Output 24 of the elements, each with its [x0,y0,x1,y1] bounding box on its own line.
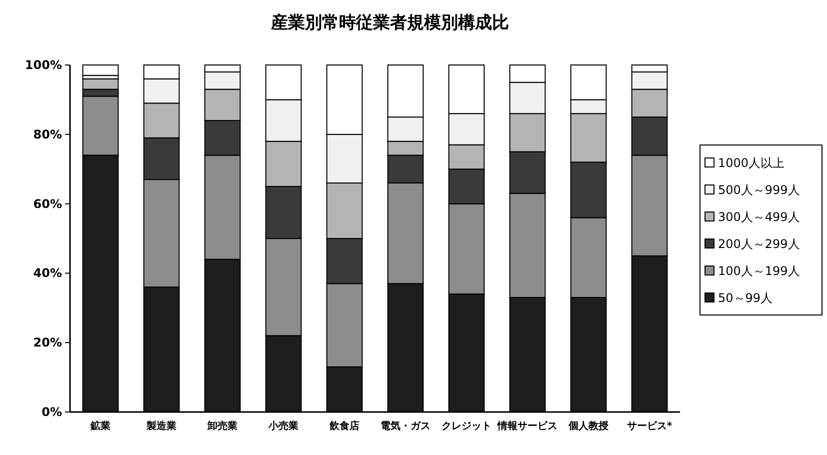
x-tick-label: 鉱業 [90,420,110,432]
x-tick-label: サービス* [626,420,673,432]
x-tick-label: 情報サービス [496,420,558,432]
legend-label: 500人～999人 [718,183,800,197]
y-tick-label: 20% [33,336,62,350]
legend-label: 200人～299人 [718,237,800,251]
legend-label: 300人～499人 [718,210,800,224]
y-tick-label: 60% [33,196,62,211]
bar [82,64,119,76]
y-tick-label: 0% [42,405,62,419]
chart-title: 産業別常時従業者規模別構成比 [270,13,509,33]
y-tick-label: 40% [33,266,62,280]
x-tick-label: 製造業 [146,420,176,432]
x-tick-label: 飲食店 [328,420,360,432]
y-tick-label: 100% [24,58,62,72]
legend-label: 100人～199人 [718,264,800,278]
x-tick-label: 卸売業 [206,420,238,432]
legend-label: 1000人以上 [718,156,785,170]
x-tick-label: クレジット [442,421,492,432]
x-tick-label: 小売業 [268,420,298,432]
x-tick-label: 個人教授 [568,420,608,432]
legend-label: 50～99人 [718,291,773,305]
y-tick-label: 80% [33,127,62,142]
x-tick-label: 電気・ガス [380,420,430,432]
